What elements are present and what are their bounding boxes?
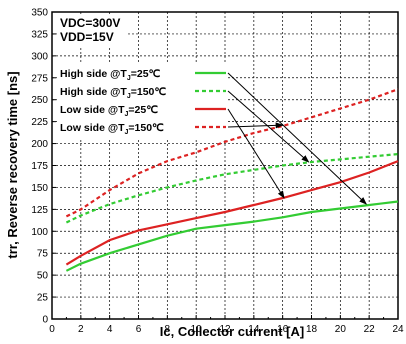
legend-label: Low side @TJ=25℃	[60, 104, 158, 118]
x-tick-label: 6	[136, 324, 142, 335]
y-tick-label: 300	[31, 51, 48, 62]
legend-arrow	[227, 108, 285, 199]
x-tick-label: 4	[107, 324, 113, 335]
y-tick-label: 225	[31, 117, 48, 128]
y-tick-label: 325	[31, 29, 48, 40]
x-tick-label: 12	[219, 324, 231, 335]
y-axis-label: trr, Reverse recovery time [ns]	[5, 71, 20, 258]
series-line-2	[65, 153, 399, 224]
legend: High side @TJ=25℃ High side @TJ=150℃ Low s…	[57, 62, 227, 138]
y-tick-label: 125	[31, 205, 48, 216]
legend-arrow	[227, 72, 368, 205]
condition-text: VDD=15V	[60, 30, 114, 44]
x-tick-label: 2	[78, 324, 84, 335]
x-tick-label: 18	[306, 324, 318, 335]
x-tick-label: 16	[277, 324, 289, 335]
x-tick-label: 14	[248, 324, 260, 335]
plot-frame	[51, 11, 399, 320]
y-tick-label: 200	[31, 139, 48, 150]
x-tick-label: 8	[165, 324, 171, 335]
y-tick-label: 250	[31, 95, 48, 106]
series-lines	[65, 88, 399, 272]
x-tick-label: 0	[49, 324, 55, 335]
y-tick-label: 25	[37, 293, 49, 304]
x-tick-label: 22	[364, 324, 376, 335]
series-line-3	[65, 160, 399, 266]
legend-label: High side @TJ=25℃	[60, 68, 161, 82]
y-tick-label: 0	[42, 315, 48, 326]
legend-label: Low side @TJ=150℃	[60, 122, 164, 136]
y-tick-label: 275	[31, 73, 48, 84]
legend-label: High side @TJ=150℃	[60, 86, 166, 100]
y-tick-label: 150	[31, 183, 48, 194]
series-line-4	[65, 88, 399, 218]
legend-arrows	[227, 72, 368, 205]
y-tick-label: 100	[31, 227, 48, 238]
series-line-1	[65, 200, 399, 272]
condition-text: VDC=300V	[60, 16, 120, 30]
y-tick-label: 175	[31, 161, 48, 172]
legend-background	[57, 62, 227, 138]
y-tick-label: 75	[37, 249, 49, 260]
legend-arrow	[227, 122, 284, 129]
conditions-background	[57, 14, 127, 46]
y-tick-label: 350	[31, 8, 48, 19]
x-tick-label: 10	[191, 324, 203, 335]
x-axis-label: Ic, Collector current [A]	[160, 324, 304, 339]
x-tick-label: 20	[335, 324, 347, 335]
y-tick-label: 50	[37, 271, 49, 282]
legend-arrow	[227, 90, 310, 163]
axes: 0 2 4 6 8 10 12 14 16 18 20 22 240255075100125150175…	[31, 8, 404, 336]
grid	[51, 11, 399, 320]
x-tick-label: 24	[392, 324, 404, 335]
